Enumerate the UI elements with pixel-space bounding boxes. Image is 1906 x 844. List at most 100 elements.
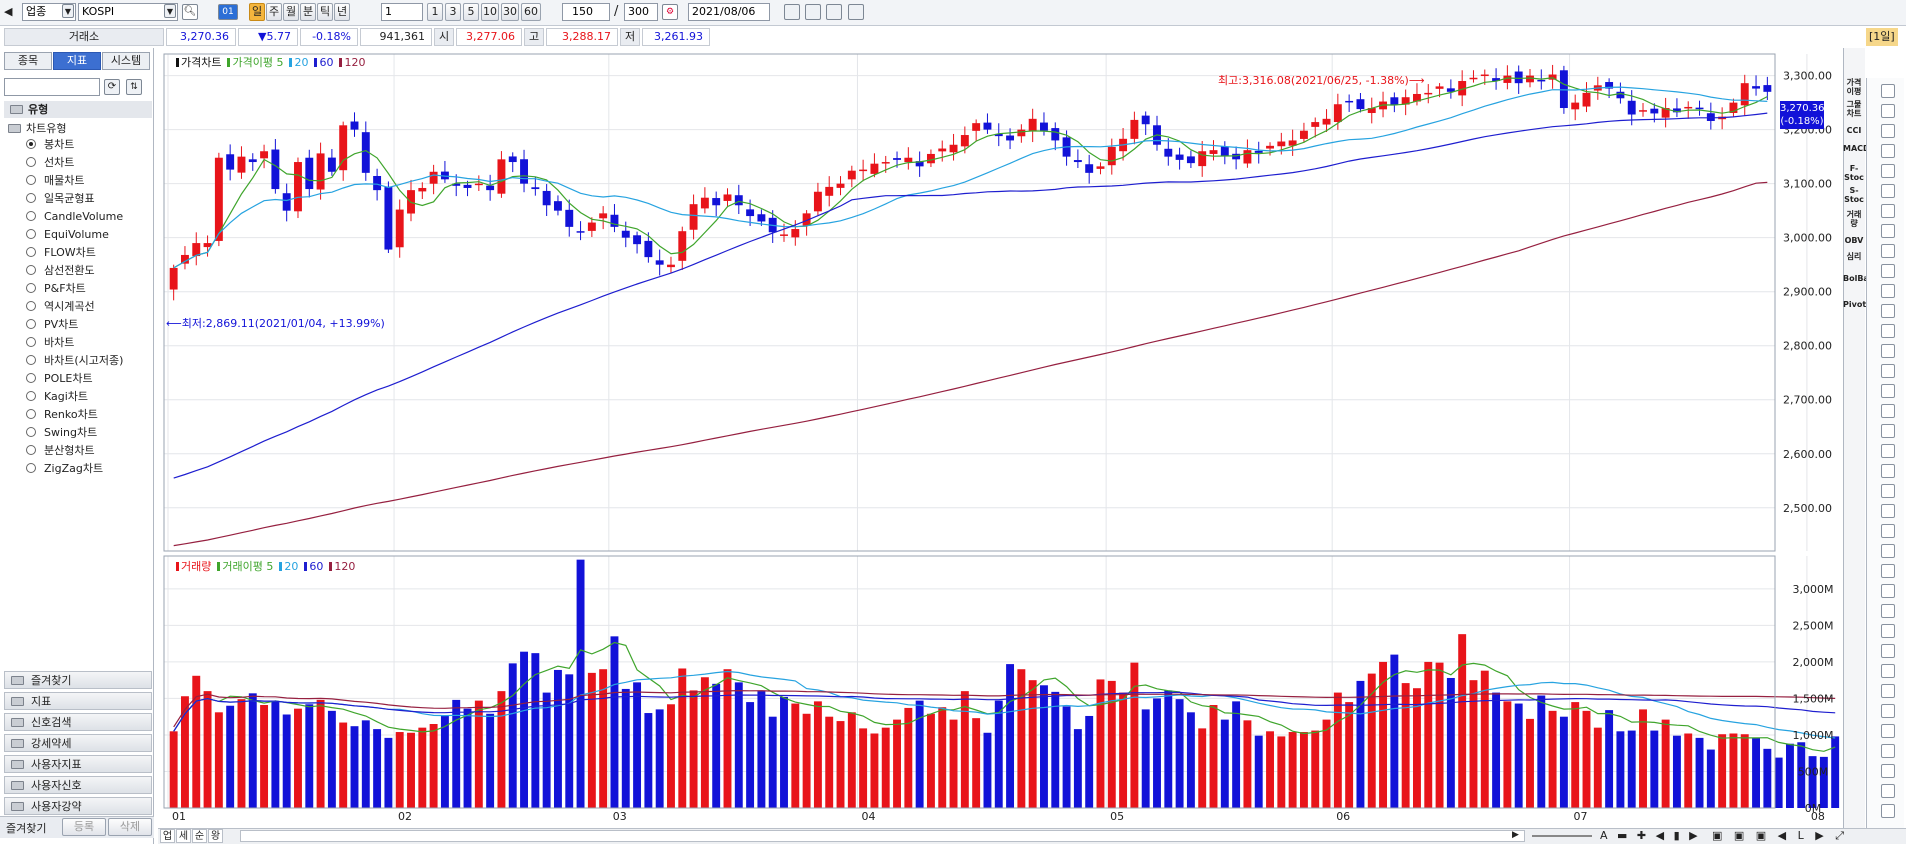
- dropdown-icon[interactable]: ▼: [164, 4, 176, 18]
- chart-area[interactable]: 3,300.003,200.003,100.003,000.002,900.00…: [158, 48, 1842, 828]
- chart-type-option[interactable]: 삼선전환도: [26, 263, 95, 278]
- period-button-5[interactable]: 년: [334, 3, 350, 21]
- minute-button-2[interactable]: 5: [463, 3, 479, 21]
- drawing-tool-icon[interactable]: [1881, 224, 1895, 238]
- sort-icon[interactable]: ⇅: [126, 79, 142, 95]
- bottom-tab-2[interactable]: 순: [192, 829, 207, 843]
- group-header[interactable]: 유형: [4, 101, 152, 118]
- search-icon[interactable]: 🔍︎: [182, 4, 198, 20]
- indicator-button[interactable]: 거래량: [1846, 210, 1862, 228]
- tools-icon[interactable]: [848, 4, 864, 20]
- drawing-tool-icon[interactable]: [1881, 484, 1895, 498]
- drawing-tool-icon[interactable]: [1881, 84, 1895, 98]
- drawing-tool-icon[interactable]: [1881, 184, 1895, 198]
- period-unit-field[interactable]: 1: [381, 3, 423, 21]
- drawing-tool-icon[interactable]: [1881, 304, 1895, 318]
- drawing-tool-icon[interactable]: [1881, 204, 1895, 218]
- tab-indicator[interactable]: 지표: [53, 52, 101, 70]
- chart-type-option[interactable]: Kagi차트: [26, 389, 88, 404]
- indicator-button[interactable]: F-Stoc: [1844, 164, 1864, 182]
- config-icon[interactable]: [805, 4, 821, 20]
- group-row[interactable]: 즐겨찾기: [4, 671, 152, 689]
- drawing-tool-icon[interactable]: [1881, 644, 1895, 658]
- drawing-tool-icon[interactable]: [1881, 244, 1895, 258]
- chart-type-option[interactable]: 바차트(시고저종): [26, 353, 123, 368]
- chart-type-option[interactable]: 매물차트: [26, 173, 84, 188]
- drawing-tool-icon[interactable]: [1881, 724, 1895, 738]
- drawing-tool-icon[interactable]: [1881, 584, 1895, 598]
- chart-type-option[interactable]: 봉차트: [26, 137, 74, 152]
- chart-type-option[interactable]: POLE차트: [26, 371, 93, 386]
- drawing-tool-icon[interactable]: [1881, 284, 1895, 298]
- footer-tab-favorites[interactable]: 즐겨찾기: [6, 822, 47, 835]
- chevron-down-icon[interactable]: ▼: [62, 4, 74, 18]
- drawing-tool-icon[interactable]: [1881, 604, 1895, 618]
- footer-delete-button[interactable]: 삭제: [108, 818, 152, 836]
- group-row[interactable]: 사용자강약: [4, 797, 152, 815]
- group-row[interactable]: 지표: [4, 692, 152, 710]
- bottom-tab-0[interactable]: 업: [160, 829, 175, 843]
- drawing-tool-icon[interactable]: [1881, 424, 1895, 438]
- drawing-tool-icon[interactable]: [1881, 804, 1895, 818]
- indicator-button[interactable]: OBV: [1844, 236, 1864, 245]
- group-row[interactable]: 강세약세: [4, 734, 152, 752]
- drawing-tool-icon[interactable]: [1881, 524, 1895, 538]
- chart-type-option[interactable]: FLOW차트: [26, 245, 96, 260]
- drawing-tool-icon[interactable]: [1881, 104, 1895, 118]
- drawing-tool-icon[interactable]: [1881, 144, 1895, 158]
- drawing-tool-icon[interactable]: [1881, 124, 1895, 138]
- period-button-4[interactable]: 틱: [317, 3, 333, 21]
- group-row[interactable]: 사용자지표: [4, 755, 152, 773]
- period-button-2[interactable]: 월: [283, 3, 299, 21]
- drawing-tool-icon[interactable]: [1881, 764, 1895, 778]
- drawing-tool-icon[interactable]: [1881, 364, 1895, 378]
- footer-register-button[interactable]: 등록: [62, 818, 106, 836]
- drawing-tool-icon[interactable]: [1881, 744, 1895, 758]
- drawing-tool-icon[interactable]: [1881, 404, 1895, 418]
- indicator-button[interactable]: CCI: [1846, 126, 1862, 135]
- chart-type-option[interactable]: 분산형차트: [26, 443, 95, 458]
- group-row[interactable]: 신호검색: [4, 713, 152, 731]
- drawing-tool-icon[interactable]: [1881, 664, 1895, 678]
- scroll-right-icon[interactable]: ▶: [1512, 830, 1519, 840]
- panel-search-input[interactable]: [4, 78, 100, 96]
- chart-type-option[interactable]: Swing차트: [26, 425, 97, 440]
- minute-button-4[interactable]: 30: [501, 3, 519, 21]
- total-field[interactable]: 300: [624, 3, 658, 21]
- indicator-button[interactable]: 심리: [1846, 252, 1862, 261]
- drawing-tool-icon[interactable]: [1881, 384, 1895, 398]
- tree-root[interactable]: 차트유형: [8, 120, 66, 136]
- bottom-tab-3[interactable]: 왕: [208, 829, 223, 843]
- indicator-button[interactable]: Pivot: [1843, 300, 1867, 309]
- minute-button-0[interactable]: 1: [427, 3, 443, 21]
- calendar-icon[interactable]: [784, 4, 800, 20]
- drawing-tool-icon[interactable]: [1881, 564, 1895, 578]
- count-field[interactable]: 150: [562, 3, 610, 21]
- period-button-0[interactable]: 일: [249, 3, 265, 21]
- settings-icon[interactable]: ⚙: [662, 4, 678, 20]
- drawing-tool-icon[interactable]: [1881, 504, 1895, 518]
- chart-type-option[interactable]: 바차트: [26, 335, 74, 350]
- indicator-button[interactable]: 그물차트: [1846, 100, 1862, 118]
- refresh-icon[interactable]: ⟳: [104, 79, 120, 95]
- period-button-3[interactable]: 분: [300, 3, 316, 21]
- scrollbar[interactable]: [240, 830, 1525, 842]
- view-tools[interactable]: ▣ ▣ ▣ ◀ L ▶ ⤢: [1712, 829, 1849, 842]
- minute-button-5[interactable]: 60: [521, 3, 541, 21]
- indicator-button[interactable]: 가격이평: [1846, 78, 1862, 96]
- chart-type-option[interactable]: EquiVolume: [26, 227, 109, 242]
- date-field[interactable]: 2021/08/06: [688, 3, 770, 21]
- chart-type-option[interactable]: PV차트: [26, 317, 78, 332]
- drawing-tool-icon[interactable]: [1881, 344, 1895, 358]
- bottom-tab-1[interactable]: 세: [176, 829, 191, 843]
- tab-system[interactable]: 시스템: [102, 52, 150, 70]
- drawing-tool-icon[interactable]: [1881, 704, 1895, 718]
- minute-button-3[interactable]: 10: [481, 3, 499, 21]
- chart-type-option[interactable]: 일목균형표: [26, 191, 95, 206]
- table-icon[interactable]: [826, 4, 842, 20]
- drawing-tool-icon[interactable]: [1881, 464, 1895, 478]
- chart-type-option[interactable]: Renko차트: [26, 407, 98, 422]
- back-icon[interactable]: ◀: [4, 5, 13, 18]
- drawing-tool-icon[interactable]: [1881, 324, 1895, 338]
- indicator-button[interactable]: S-Stoc: [1844, 186, 1864, 204]
